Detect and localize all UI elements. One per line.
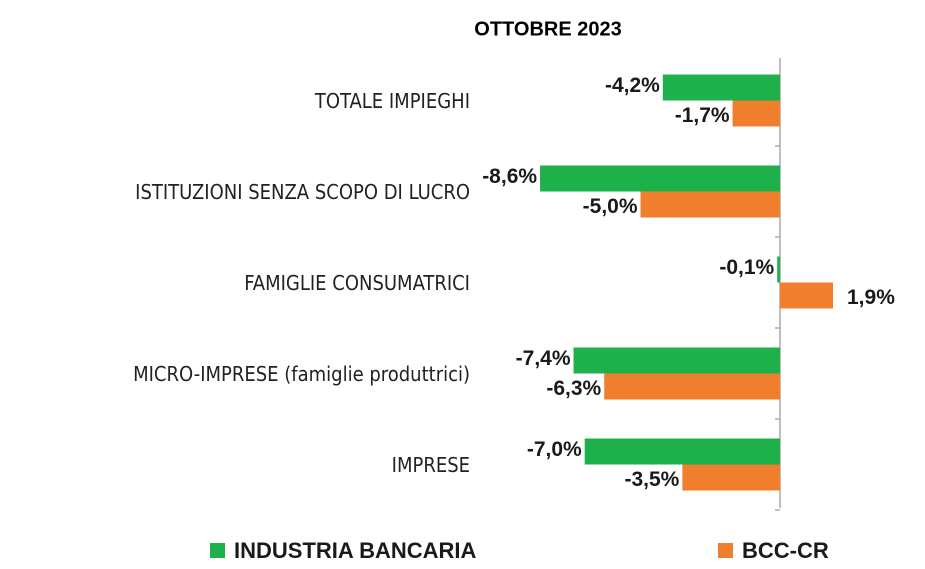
chart-title: OTTOBRE 2023 xyxy=(474,18,621,40)
bar xyxy=(584,438,780,465)
bar xyxy=(540,165,780,192)
value-label: -0,1% xyxy=(719,256,774,279)
bar xyxy=(573,347,780,374)
legend-swatch xyxy=(210,543,225,558)
legend-swatch xyxy=(718,543,733,558)
value-label: 1,9% xyxy=(847,286,895,309)
bar xyxy=(780,282,834,309)
bar xyxy=(777,256,780,283)
category-label: ISTITUZIONI SENZA SCOPO DI LUCRO xyxy=(135,180,470,204)
legend-label: BCC-CR xyxy=(742,538,829,563)
category-label: TOTALE IMPIEGHI xyxy=(314,89,470,113)
bar xyxy=(604,373,780,400)
value-label: -4,2% xyxy=(605,74,660,97)
category-label: FAMIGLIE CONSUMATRICI xyxy=(244,271,470,295)
value-label: -3,5% xyxy=(624,468,679,491)
value-label: -7,0% xyxy=(527,438,582,461)
value-label: -6,3% xyxy=(546,377,601,400)
category-label: MICRO-IMPRESE (famiglie produttrici) xyxy=(133,362,470,386)
bar xyxy=(640,191,780,218)
value-label: -5,0% xyxy=(583,195,638,218)
bar xyxy=(732,100,780,127)
value-label: -8,6% xyxy=(482,165,537,188)
bar xyxy=(682,464,780,491)
legend-label: INDUSTRIA BANCARIA xyxy=(234,538,477,563)
value-label: -7,4% xyxy=(516,347,571,370)
bar xyxy=(662,74,780,101)
category-label: IMPRESE xyxy=(392,453,470,477)
value-label: -1,7% xyxy=(675,104,730,127)
